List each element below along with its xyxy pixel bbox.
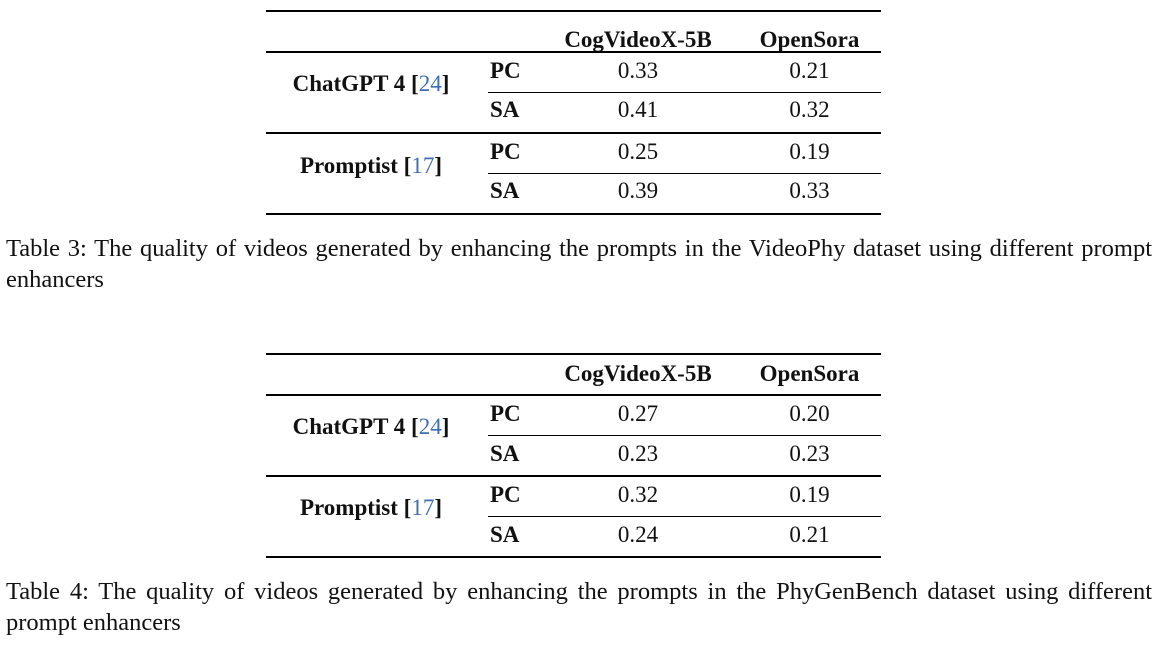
table-3: CogVideoX-5B OpenSora ChatGPT 4 [24] PC … xyxy=(266,10,881,216)
group-label: Promptist [17] xyxy=(299,153,443,178)
metric-label: SA xyxy=(490,522,520,547)
citation-link[interactable]: 24 xyxy=(418,414,442,439)
group-rule xyxy=(266,132,881,134)
bottom-rule xyxy=(266,556,881,558)
table-cell: 0.41 xyxy=(617,97,659,122)
metric-label: PC xyxy=(490,58,521,83)
table-cell: 0.27 xyxy=(617,401,659,426)
table-cell: 0.25 xyxy=(617,139,659,164)
group-name: Promptist xyxy=(299,495,398,520)
row-rule xyxy=(488,516,881,517)
metric-label: SA xyxy=(490,441,520,466)
citation-link[interactable]: 24 xyxy=(418,71,442,96)
table-cell: 0.33 xyxy=(789,178,830,203)
group-rule xyxy=(266,475,881,477)
metric-label: PC xyxy=(490,482,521,507)
citation-link[interactable]: 17 xyxy=(411,153,435,178)
metric-label: PC xyxy=(490,139,521,164)
group-name: ChatGPT 4 xyxy=(292,414,406,439)
metric-label: SA xyxy=(490,97,520,122)
group-name: Promptist xyxy=(299,153,398,178)
header-rule xyxy=(266,394,881,396)
table-cell: 0.33 xyxy=(617,58,659,83)
top-rule xyxy=(266,10,881,12)
metric-label: PC xyxy=(490,401,521,426)
table-cell: 0.23 xyxy=(789,441,830,466)
metric-label: SA xyxy=(490,178,520,203)
table-cell: 0.39 xyxy=(617,178,659,203)
header-rule xyxy=(266,51,881,53)
table-cell: 0.20 xyxy=(789,401,830,426)
group-label: ChatGPT 4 [24] xyxy=(292,414,450,439)
table-cell: 0.19 xyxy=(789,139,830,164)
table-cell: 0.19 xyxy=(789,482,830,507)
column-header-opensora: OpenSora xyxy=(759,27,860,52)
table-cell: 0.32 xyxy=(617,482,659,507)
row-rule xyxy=(488,173,881,174)
table-cell: 0.32 xyxy=(789,97,830,122)
row-rule xyxy=(488,92,881,93)
bottom-rule xyxy=(266,213,881,215)
table-caption: Table 4: The quality of videos generated… xyxy=(6,578,1152,636)
citation-link[interactable]: 17 xyxy=(411,495,435,520)
group-name: ChatGPT 4 xyxy=(292,71,406,96)
table-cell: 0.21 xyxy=(789,522,830,547)
table-caption: Table 3: The quality of videos generated… xyxy=(6,235,1152,293)
table-cell: 0.23 xyxy=(617,441,659,466)
group-label: Promptist [17] xyxy=(299,495,443,520)
column-header-opensora: OpenSora xyxy=(759,361,860,386)
table-cell: 0.21 xyxy=(789,58,830,83)
column-header-cogvideox: CogVideoX-5B xyxy=(564,27,712,52)
table-cell: 0.24 xyxy=(617,522,659,547)
row-rule xyxy=(488,435,881,436)
group-label: ChatGPT 4 [24] xyxy=(292,71,450,96)
table-4: CogVideoX-5B OpenSora ChatGPT 4 [24] PC … xyxy=(266,353,881,559)
column-header-cogvideox: CogVideoX-5B xyxy=(564,361,712,386)
top-rule xyxy=(266,353,881,355)
